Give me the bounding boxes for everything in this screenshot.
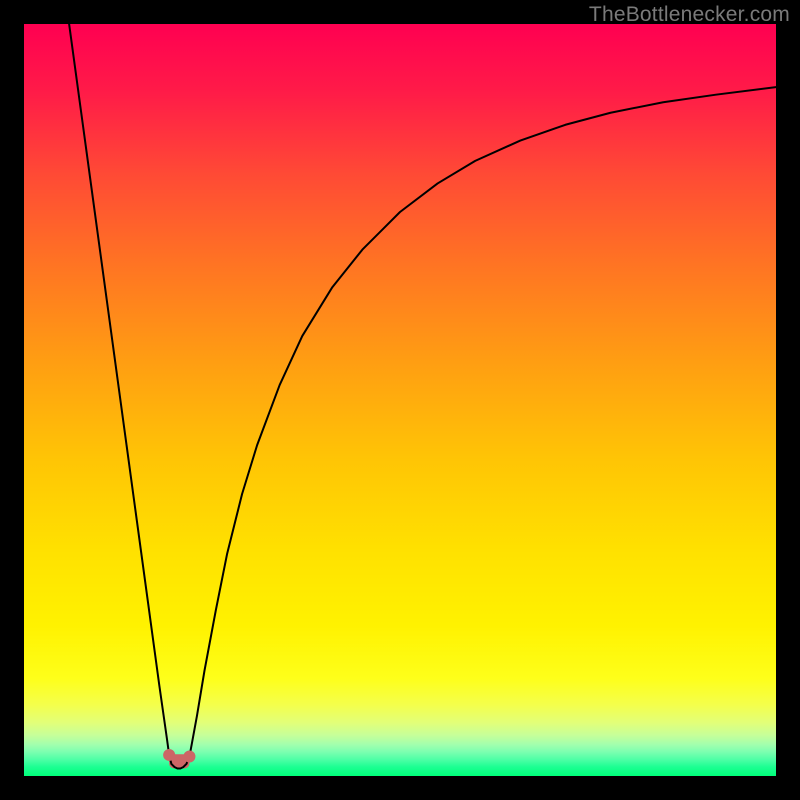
chart-frame: TheBottlenecker.com — [0, 0, 800, 800]
chart-plot-area — [24, 24, 776, 776]
chart-svg — [24, 24, 776, 776]
chart-background — [24, 24, 776, 776]
